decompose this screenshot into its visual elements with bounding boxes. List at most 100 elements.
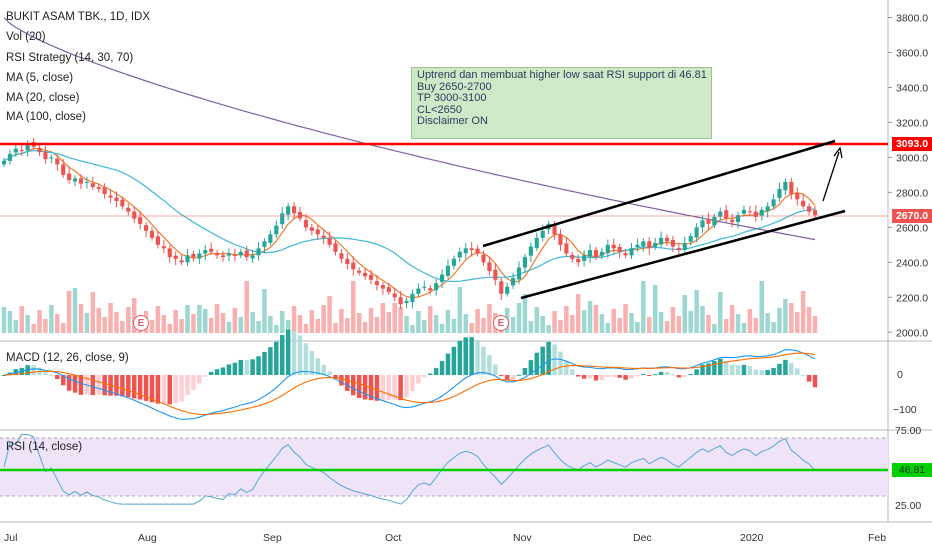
volume-bar [581, 310, 587, 333]
candle-body [617, 246, 622, 252]
macd-label[interactable]: MACD (12, 26, close, 9) [6, 352, 129, 364]
candle-body [457, 251, 462, 258]
candle-body [807, 206, 812, 212]
macd-histogram-bar [149, 375, 155, 403]
candle-body [570, 254, 575, 259]
macd-histogram-bar [339, 375, 344, 386]
macd-histogram-bar [1, 375, 7, 376]
rsi-label[interactable]: RSI (14, close) [6, 441, 83, 453]
volume-bar [723, 319, 729, 333]
candle-body [765, 206, 770, 212]
macd-histogram-bar [700, 364, 705, 375]
volume-bar [285, 320, 291, 333]
candle-body [368, 274, 374, 280]
rsi-series [3, 434, 816, 505]
volume-bar [729, 305, 735, 333]
symbol-title[interactable]: BUKIT ASAM TBK., 1D, IDX [6, 11, 151, 23]
volume-bar [339, 309, 344, 333]
candle-body [144, 225, 149, 231]
volume-bar [149, 320, 155, 333]
volume-bar [753, 318, 759, 333]
macd-histogram-bar [783, 359, 788, 375]
candle-body [771, 199, 776, 207]
volume-bar [179, 319, 184, 333]
legend-ma20[interactable]: MA (20, close) [6, 92, 80, 104]
candle-body [138, 217, 143, 224]
candle-body [623, 253, 628, 256]
x-tick-jul: Jul [4, 532, 17, 544]
candle-body [445, 265, 451, 276]
note-line-5: Disclaimer ON [417, 115, 488, 128]
macd-histogram-bar [351, 375, 356, 396]
macd-histogram-bar [102, 375, 107, 396]
macd-histogram-bar [777, 363, 782, 375]
candle-body [434, 283, 439, 291]
trade-note[interactable]: Uptrend dan membuat higher low saat RSI … [411, 67, 712, 139]
price-axis[interactable]: 3800.0 3600.0 3400.0 3200.0 3000.0 2800.0 2600… [888, 12, 928, 339]
macd-histogram-bar [658, 371, 664, 375]
candle-body [256, 248, 261, 256]
legend-ma5[interactable]: MA (5, close) [6, 72, 74, 84]
macd-histogram-bar [812, 375, 818, 388]
volume-bar [351, 281, 356, 333]
volume-bar [262, 289, 267, 333]
candle-body [357, 270, 362, 273]
macd-histogram-bar [534, 352, 540, 375]
legend-volume[interactable]: Vol (20) [6, 31, 46, 43]
volume-bar [599, 314, 605, 333]
legend-rsi-strategy[interactable]: RSI Strategy (14, 30, 70) [6, 52, 134, 64]
candle-body [777, 188, 782, 198]
candle-body [333, 243, 338, 252]
macd-histogram-bar [114, 375, 119, 396]
macd-histogram-bar [356, 375, 362, 399]
volume-bar [220, 313, 226, 333]
candle-body [759, 209, 764, 216]
target-arrow-shaft[interactable] [822, 151, 840, 202]
macd-histogram-bar [179, 375, 184, 402]
macd-histogram-bar [380, 375, 386, 401]
macd-histogram-bar [410, 375, 415, 391]
volume-bar [587, 301, 593, 333]
candle-body [380, 285, 385, 289]
earnings-marker-2[interactable]: E [493, 315, 509, 331]
channel-upper-line[interactable] [482, 139, 836, 248]
earnings-marker-1[interactable]: E [133, 315, 149, 331]
macd-histogram-bar [66, 375, 72, 391]
macd-histogram-bar [31, 365, 36, 375]
note-line-4: CL<2650 [417, 103, 462, 116]
price-tick-label: 2600.0 [896, 222, 928, 234]
candle-body [428, 288, 433, 291]
volume-bar [96, 308, 101, 333]
macd-histogram-bar [629, 375, 634, 379]
volume-bar [652, 285, 658, 333]
candle-body [78, 178, 84, 184]
x-tick-2020: 2020 [740, 532, 764, 544]
time-axis[interactable]: Jul Aug Sep Oct Nov Dec 2020 Feb [4, 532, 886, 544]
macd-histogram-bar [522, 367, 528, 375]
volume-bar [522, 294, 528, 333]
candle-body [534, 237, 539, 248]
price-tick-label: 3200.0 [896, 117, 928, 129]
macd-histogram-bar [469, 337, 474, 375]
volume-bar [534, 307, 540, 333]
volume-bar [43, 319, 48, 333]
volume-bar [712, 324, 717, 333]
macd-histogram-bar [268, 347, 273, 375]
legend-ma100[interactable]: MA (100, close) [6, 111, 86, 123]
macd-histogram-bar [398, 375, 403, 401]
volume-bar [274, 325, 279, 333]
macd-histogram-bar [516, 374, 522, 376]
volume-bar [90, 292, 96, 333]
candle-body [215, 253, 220, 256]
macd-histogram-bar [333, 375, 338, 379]
candle-body [688, 236, 693, 242]
macd-histogram-bar [564, 360, 569, 375]
volume-bar [670, 307, 676, 333]
candle-body [262, 241, 267, 247]
candle-body [753, 211, 758, 217]
macd-histogram-bar [309, 350, 315, 375]
macd-histogram-bar [718, 358, 723, 375]
channel-lower-line[interactable] [520, 209, 846, 300]
macd-histogram-bar [747, 366, 753, 375]
